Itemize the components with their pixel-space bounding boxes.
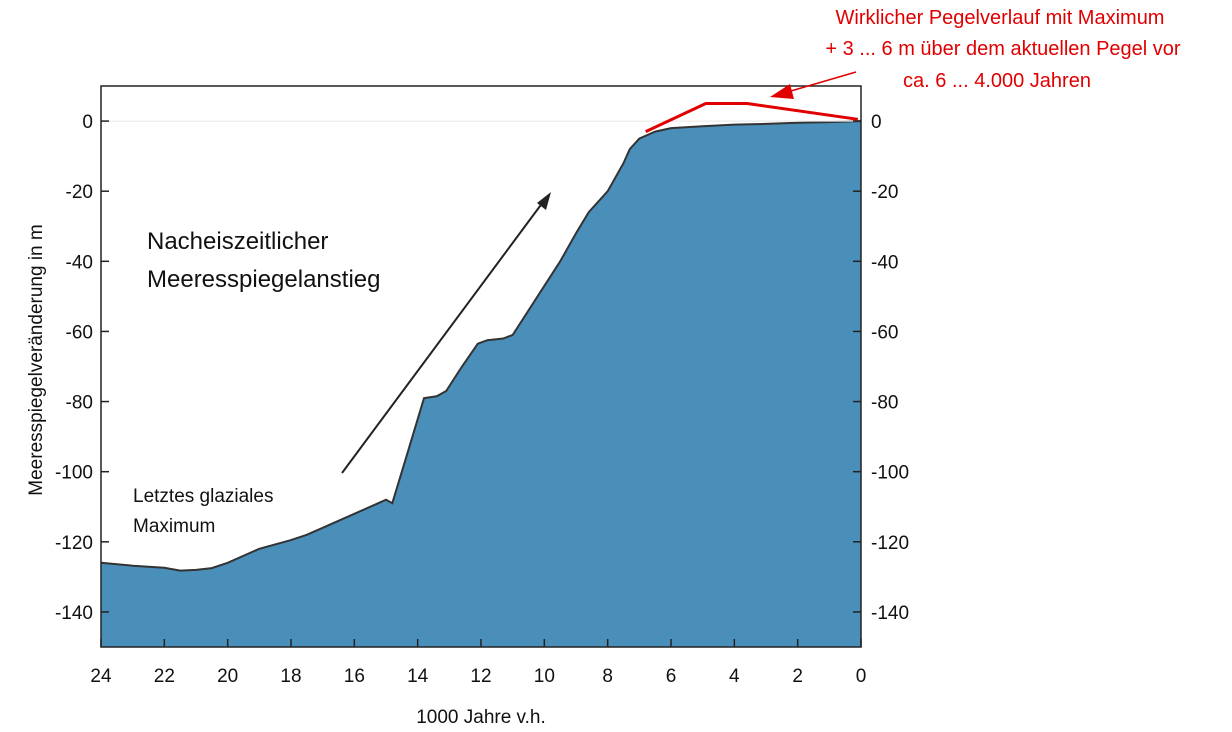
red-pointer-arrow xyxy=(783,71,857,94)
y-tick-label-left: -140 xyxy=(55,603,93,624)
y-tick-label-left: -100 xyxy=(55,463,93,484)
red-annotation-line3: ca. 6 ... 4.000 Jahren xyxy=(903,70,1091,92)
red-annotation-line2: + 3 ... 6 m über dem aktuellen Pegel vor xyxy=(825,38,1181,60)
annotation-lgm-line1: Letztes glaziales xyxy=(133,486,273,507)
y-axis-label: Meeresspiegelveränderung in m xyxy=(26,224,47,495)
x-tick-label: 6 xyxy=(666,666,677,687)
y-axis-ticks-right: 0 -20 -40 -60 -80 -100 -120 -140 xyxy=(853,112,909,624)
x-axis-label: 1000 Jahre v.h. xyxy=(416,707,546,728)
y-tick-label-right: -140 xyxy=(871,603,909,624)
y-tick-label-left: 0 xyxy=(82,112,93,133)
red-pointer-arrow-head xyxy=(770,84,794,99)
y-tick-label-right: -80 xyxy=(871,393,898,414)
x-tick-label: 16 xyxy=(344,666,365,687)
x-tick-label: 18 xyxy=(280,666,301,687)
y-tick-label-right: -20 xyxy=(871,182,898,203)
x-tick-label: 20 xyxy=(217,666,238,687)
rise-arrow xyxy=(341,197,547,474)
y-tick-label-left: -40 xyxy=(66,252,93,273)
y-axis-ticks-left: 0 -20 -40 -60 -80 -100 -120 -140 xyxy=(55,112,109,624)
y-tick-label-right: -60 xyxy=(871,322,898,343)
x-tick-label: 22 xyxy=(154,666,175,687)
y-tick-label-left: -20 xyxy=(66,182,93,203)
x-tick-label: 8 xyxy=(602,666,613,687)
y-tick-label-right: -100 xyxy=(871,463,909,484)
annotation-title-line1: Nacheiszeitlicher xyxy=(147,228,328,255)
x-tick-label: 4 xyxy=(729,666,740,687)
rise-arrow-head xyxy=(537,192,551,210)
x-tick-label: 24 xyxy=(90,666,112,687)
x-tick-label: 2 xyxy=(792,666,803,687)
actual-level-overlay-line xyxy=(645,102,859,133)
y-tick-label-left: -60 xyxy=(66,322,93,343)
y-tick-label-right: -120 xyxy=(871,533,909,554)
y-tick-label-right: 0 xyxy=(871,112,882,133)
sea-level-curve xyxy=(100,120,862,572)
x-tick-label: 10 xyxy=(534,666,555,687)
sea-level-area xyxy=(101,121,861,648)
y-tick-label-left: -120 xyxy=(55,533,93,554)
y-tick-label-right: -40 xyxy=(871,252,898,273)
x-tick-label: 14 xyxy=(407,666,429,687)
annotation-title-line2: Meeresspiegelanstieg xyxy=(147,266,380,293)
y-tick-label-left: -80 xyxy=(66,393,93,414)
x-tick-label: 12 xyxy=(470,666,491,687)
x-axis-ticks: 24 22 20 18 16 14 12 10 8 6 4 2 0 xyxy=(90,639,866,687)
red-annotation-line1: Wirklicher Pegelverlauf mit Maximum xyxy=(836,7,1165,29)
annotation-lgm-line2: Maximum xyxy=(133,516,215,537)
x-tick-label: 0 xyxy=(856,666,867,687)
